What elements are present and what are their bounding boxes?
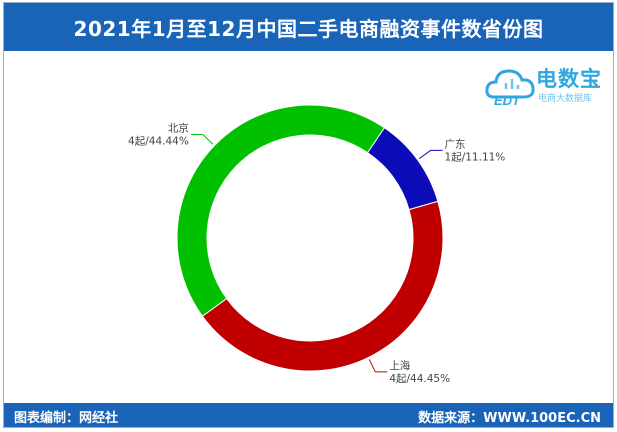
slice-1: [366, 127, 439, 211]
slice-3: [176, 104, 386, 317]
leader-line-2: [368, 359, 388, 373]
slice-label-2: 4起/44.45%: [389, 373, 450, 385]
slice-name-3: 北京: [168, 121, 189, 134]
slice-name-2: 上海: [389, 359, 410, 372]
slice-name-1: 广东: [445, 137, 466, 150]
slice-label-3: 4起/44.44%: [128, 135, 189, 147]
footer: 图表编制：网经社 数据来源：WWW.100EC.CN: [4, 403, 613, 427]
chart-frame: 2021年1月至12月中国二手电商融资事件数省份图 EDT 电数宝 电商大数据库…: [3, 2, 614, 428]
leader-line-3: [190, 133, 214, 145]
page-title: 2021年1月至12月中国二手电商融资事件数省份图: [4, 3, 613, 51]
footer-source: 数据来源：WWW.100EC.CN: [418, 411, 601, 426]
leader-line-1: [418, 149, 443, 160]
slice-label-1: 1起/11.11%: [445, 151, 506, 163]
logo: EDT 电数宝 电商大数据库: [484, 59, 610, 109]
cloud-icon: EDT: [485, 69, 535, 108]
logo-subtitle: 电商大数据库: [538, 94, 593, 104]
footer-compiler: 图表编制：网经社: [14, 411, 119, 426]
logo-mark: EDT: [494, 93, 521, 108]
slice-2: [201, 200, 444, 372]
logo-brand: 电数宝: [536, 67, 602, 91]
